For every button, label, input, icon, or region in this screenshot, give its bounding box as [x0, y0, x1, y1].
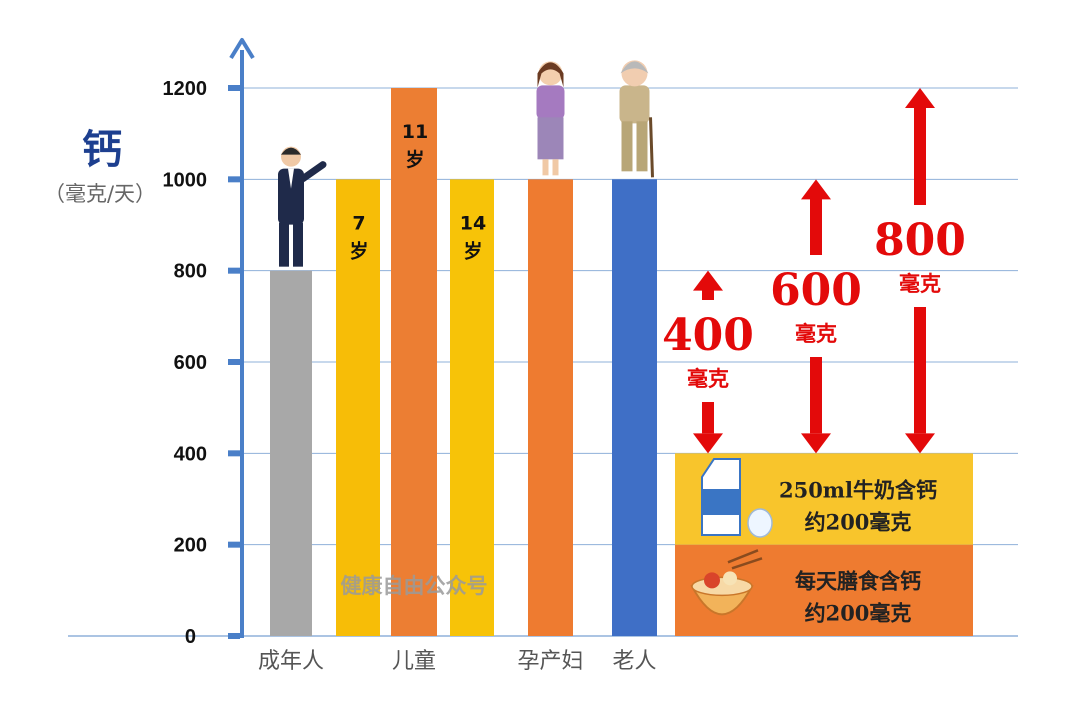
bar [528, 179, 573, 637]
leg [621, 121, 633, 172]
food-item [704, 572, 720, 589]
woman-figure-icon [536, 61, 565, 176]
y-axis-label: 钙 [82, 127, 122, 173]
y-tick-mark [228, 633, 240, 639]
food-item [723, 571, 737, 586]
arrow-shaft [702, 402, 714, 434]
y-tick-mark [228, 85, 240, 91]
arrow-down-head-icon [693, 433, 723, 454]
y-tick-mark [228, 541, 240, 548]
milk-glass [747, 508, 773, 538]
bar-label: 11 岁 [402, 121, 428, 171]
arrow-up-head-icon [693, 270, 723, 291]
leg [552, 159, 559, 176]
y-tick-mark [228, 176, 240, 183]
cane [649, 117, 654, 178]
leg [542, 159, 549, 176]
arrow-shaft [810, 197, 822, 255]
y-tick-mark [228, 267, 240, 274]
y-tick-label: 200 [174, 535, 207, 557]
annotation-unit: 毫克 [795, 322, 837, 346]
man-figure-icon [278, 146, 327, 267]
y-tick-mark [228, 450, 240, 457]
arm [299, 161, 327, 183]
category-label: 孕产妇 [517, 649, 583, 674]
source-text: 250ml牛奶含钙 [779, 477, 937, 502]
arrow-shaft [914, 307, 926, 434]
shirt [288, 168, 294, 189]
arrow-shaft [702, 288, 714, 300]
arrow-up-head-icon [905, 88, 935, 108]
y-tick-label: 800 [174, 261, 207, 283]
annotation-unit: 毫克 [687, 367, 729, 391]
y-tick-label: 400 [174, 443, 207, 465]
leg [293, 222, 303, 267]
top [619, 85, 650, 124]
arrow-shaft [810, 357, 822, 434]
leg [279, 222, 289, 267]
y-tick-label: 1200 [163, 78, 208, 100]
bar-label-line: 岁 [405, 148, 424, 171]
bar-label-line: 14 [460, 212, 486, 234]
food-bowl-icon [690, 549, 763, 616]
bowl-rim [691, 576, 753, 597]
arrow-shaft [914, 106, 926, 205]
annotation-value: 400 [662, 310, 754, 361]
bar [336, 179, 380, 637]
source-text: 每天膳食含钙 [795, 569, 921, 594]
y-tick-mark [228, 359, 240, 365]
leg [636, 121, 648, 172]
y-tick-label: 0 [185, 626, 196, 648]
chopstick [727, 549, 759, 564]
bar [391, 88, 437, 636]
top [536, 85, 565, 120]
bar [450, 179, 494, 637]
annotation-value: 600 [770, 265, 862, 316]
bar-label-line: 岁 [349, 239, 368, 262]
y-tick-label: 1000 [163, 169, 208, 191]
bar-label-line: 11 [402, 121, 428, 143]
y-axis-arrow-icon [229, 38, 255, 60]
category-label: 成年人 [258, 649, 324, 674]
hair [281, 147, 301, 155]
annotation-value: 800 [874, 215, 966, 266]
source-text: 约200毫克 [805, 601, 912, 626]
bar [612, 179, 657, 637]
y-tick-label: 600 [174, 352, 207, 374]
skirt [537, 117, 564, 160]
arrow-down-head-icon [801, 433, 831, 454]
bar-label-line: 岁 [463, 239, 482, 262]
bar-label-line: 7 [352, 212, 365, 234]
chopstick [731, 557, 763, 570]
milk-icon [701, 458, 773, 538]
category-label: 儿童 [392, 649, 436, 674]
hair [537, 62, 564, 88]
arrow-down-head-icon [905, 433, 935, 454]
hair [620, 61, 649, 74]
category-label: 老人 [612, 649, 656, 674]
arrow-up-head-icon [801, 179, 831, 200]
bar [270, 270, 312, 636]
source-text: 约200毫克 [805, 509, 912, 534]
bar-label: 14 岁 [460, 212, 486, 262]
watermark: 健康自由公众号 [341, 574, 488, 598]
annotation-unit: 毫克 [899, 272, 941, 296]
suit [278, 168, 304, 225]
elder-figure-icon [619, 60, 654, 178]
y-axis-unit: （毫克/天） [44, 182, 156, 206]
milk-carton-band [702, 489, 740, 515]
